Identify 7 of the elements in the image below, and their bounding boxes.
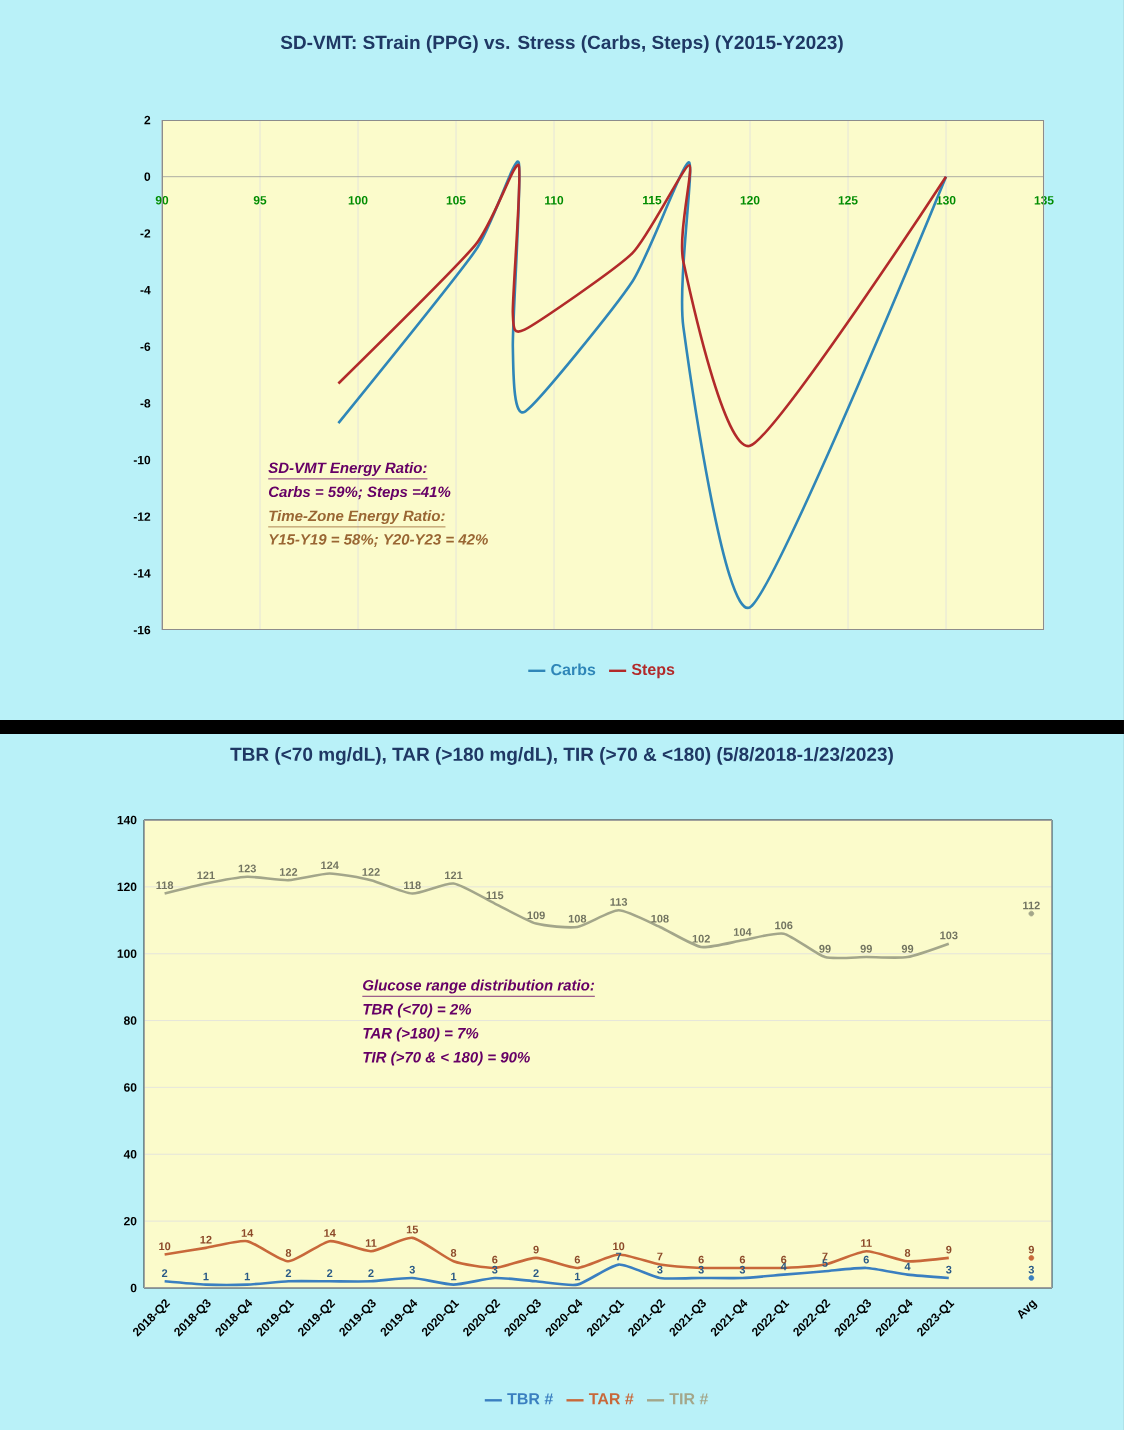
legend-label: Carbs [551,663,596,676]
chart-title: SD-VMT: STrain (PPG) vs. Stress (Carbs, Steps) (Y2015-Y2023) [280,35,843,53]
legend-label: TBR # [507,1393,553,1405]
legend-label: TIR # [669,1393,709,1405]
chart-title: TBR (<70 mg/dL), TAR (>180 mg/dL), TIR (>70 & <180) (5/8/2018-1/23/2023) [230,747,893,765]
legend-label: TAR # [588,1393,634,1405]
legend-label: Steps [631,663,675,679]
